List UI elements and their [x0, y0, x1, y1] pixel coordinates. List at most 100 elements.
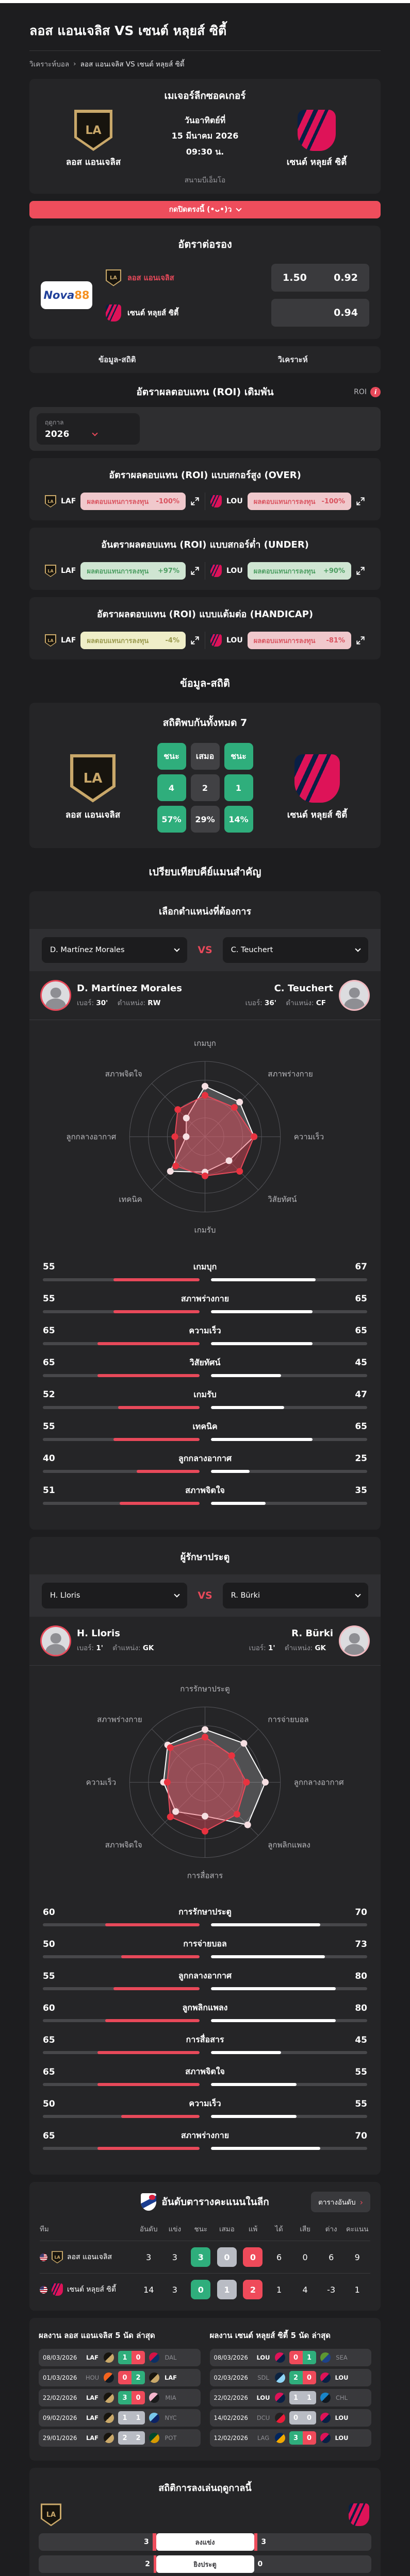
away-stat-value: 65: [355, 1326, 367, 1336]
form-match-row[interactable]: 29/01/2026 LAF 2 2 POT: [39, 2429, 201, 2447]
match-analysis-page: ลอส แอนเจลิส VS เซนต์ หลุยส์ ซิตี้ วิเคร…: [0, 3, 410, 2576]
odds-values-away[interactable]: 0.94: [271, 299, 369, 327]
away-abbr: DAL: [165, 2354, 177, 2362]
expand-icon[interactable]: [356, 497, 365, 506]
breadcrumb-separator: ›: [73, 60, 76, 68]
roi-pill-value: +90%: [323, 567, 345, 575]
close-banner-button[interactable]: กดปิดตรงนี้ (•ᴗ•)ว: [29, 201, 381, 218]
form-match-row[interactable]: 08/03/2026 LOU 0 1 SEA: [209, 2349, 371, 2367]
season-select[interactable]: ฤดูกาล 2026: [37, 413, 140, 445]
column-header: อันดับ: [139, 2225, 158, 2234]
keyman-home-select[interactable]: D. Martínez Morales: [42, 937, 188, 963]
gk-home-select[interactable]: H. Lloris: [42, 1582, 188, 1608]
away-stat-value: 73: [355, 1939, 367, 1950]
roi-heading: อัตราผลตอบแทน (ROI) เดิมพัน: [136, 386, 274, 398]
stat-row-bars: [43, 2083, 367, 2087]
away-value: 0: [257, 2560, 263, 2569]
stat-row: 50 ความเร็ว 55: [43, 2097, 367, 2119]
stat-label: ความเร็ว: [189, 2098, 221, 2109]
expand-icon[interactable]: [190, 497, 200, 506]
standings-row[interactable]: เซนต์ หลุยส์ ซิตี้ 14 3 0 1 2 1 4 -3 1: [40, 2273, 370, 2306]
standings-button-label: ตารางอันดับ: [318, 2198, 356, 2207]
h2h-results-grid: ชนะ เสมอ ชนะ 4 2 1 57% 29% 14%: [157, 743, 253, 833]
gk-away-select[interactable]: R. Bürki: [222, 1582, 369, 1608]
svg-text:ความเร็ว: ความเร็ว: [294, 1131, 324, 1141]
gk-radar-chart: การรักษาประตู การจ่ายบอล ลูกกลางอากาศ ลูกพล…: [29, 1666, 381, 1898]
away-stat-bar: [210, 2083, 367, 2087]
stat-row: 65 การสื่อสาร 45: [43, 2033, 367, 2055]
home-stat-value: 65: [43, 2035, 55, 2045]
h2h-cell-draws: 2: [190, 774, 220, 801]
stats-section-heading: ข้อมูล-สถิติ: [180, 677, 230, 689]
standings-team-cell: เซนต์ หลุยส์ ซิตี้: [40, 2283, 136, 2296]
standings-value: 14: [143, 2284, 154, 2295]
form-match-row[interactable]: 22/02/2026 LOU 1 1 CHL: [209, 2389, 371, 2407]
stat-row-values: 50 ความเร็ว 55: [43, 2097, 367, 2110]
page-title: ลอส แอนเจลิส VS เซนต์ หลุยส์ ซิตี้: [29, 23, 227, 38]
roi-pill: ผลตอบแทนการลงทุน -4%: [80, 632, 186, 649]
keyman-away-select[interactable]: C. Teuchert: [222, 937, 369, 963]
home-club-logo: [104, 2372, 114, 2383]
roi-card-title: อัตราผลตอบแทน (ROI) แบบสกอร์สูง (OVER): [109, 470, 301, 481]
form-match-row[interactable]: 12/02/2026 LAG 3 0 LOU: [209, 2429, 371, 2447]
form-match-row[interactable]: 08/03/2026 LAF 1 0 DAL: [39, 2349, 201, 2367]
lafc-logo: LA: [45, 495, 56, 507]
form-match-row[interactable]: 01/03/2026 HOU 0 2 LAF: [39, 2369, 201, 2387]
stat-row-bars: [43, 1278, 367, 1281]
vs-label: VS: [198, 944, 212, 956]
standings-value: 0: [302, 2252, 308, 2262]
home-abbr: DCU: [256, 2414, 270, 2422]
home-stat-value: 55: [43, 1294, 55, 1304]
home-gk-meta: เบอร์: 1' ตำแหน่ง: GK: [77, 1642, 161, 1653]
standings-value: 3: [146, 2252, 152, 2262]
h2h-away-name: เซนต์ หลุยส์ ซิตี้: [287, 809, 348, 820]
standings-row[interactable]: LA ลอส แอนเจลิส 3 3 3 0 0 6 0 6 9: [40, 2241, 370, 2273]
home-stat-fill: [137, 1469, 200, 1473]
lafc-logo: LA: [41, 2503, 61, 2527]
expand-icon[interactable]: [356, 566, 365, 575]
away-gk-meta: เบอร์: 1' ตำแหน่ง: GK: [249, 1642, 333, 1653]
h2h-home-block: LA ลอส แอนเจลิส: [39, 754, 147, 822]
away-club-logo: [149, 2372, 159, 2383]
away-stat-value: 65: [355, 1294, 367, 1304]
expand-icon[interactable]: [356, 636, 365, 645]
home-stat-bar: [43, 1987, 200, 1991]
away-stat-value: 70: [355, 2130, 367, 2141]
home-stat-bar: [43, 1955, 200, 1959]
info-icon[interactable]: i: [370, 387, 381, 397]
svg-text:การสื่อสาร: การสื่อสาร: [187, 1870, 223, 1880]
wins-box: 3: [191, 2247, 211, 2267]
home-stat-bar: [43, 1278, 200, 1281]
standings-table-button[interactable]: ตารางอันดับ ›: [311, 2192, 370, 2213]
match-time: 09:30 น.: [186, 146, 224, 157]
form-match-row[interactable]: 22/02/2026 LAF 3 0 MIA: [39, 2389, 201, 2407]
form-match-row[interactable]: 14/02/2026 DCU 0 0 LOU: [209, 2409, 371, 2427]
home-stat-value: 65: [43, 2066, 55, 2077]
tab-analysis[interactable]: วิเคราะห์: [277, 355, 308, 364]
expand-icon[interactable]: [190, 636, 200, 645]
standings-value: 6: [329, 2252, 334, 2262]
away-stat-value: 55: [355, 2098, 367, 2109]
form-match-row[interactable]: 09/02/2026 LAF 1 1 NYC: [39, 2409, 201, 2427]
odds-values-home[interactable]: 1.50 0.92: [271, 264, 369, 292]
roi-badge-label: ROI: [354, 388, 367, 396]
number-label: เบอร์:: [245, 998, 263, 1007]
svg-text:ลูกกลางอากาศ: ลูกกลางอากาศ: [66, 1132, 116, 1141]
away-stat-fill: [210, 1469, 250, 1473]
nova88-logo[interactable]: Nova 88: [41, 281, 92, 309]
position-value: RW: [147, 998, 161, 1007]
away-stat-bar: [210, 1469, 367, 1473]
home-stat-bar: [43, 1501, 200, 1505]
breadcrumb-analysis-link[interactable]: วิเคราะห์บอล: [29, 60, 70, 69]
goalkeeper-compare-card: ผู้รักษาประตู H. Lloris VS R. Bürki H. L…: [29, 1536, 381, 2175]
standings-value: 0: [240, 2247, 266, 2267]
expand-icon[interactable]: [190, 566, 200, 575]
match-date: 14/02/2026: [214, 2414, 248, 2422]
home-player-name: D. Martínez Morales: [77, 982, 182, 994]
odds-card: อัตราต่อรอง Nova 88 LA ลอส แอนเจลิส 1.50 …: [29, 226, 381, 339]
home-abbr: LOU: [256, 2394, 270, 2402]
roi-card: อันตราผลตอบแทน (ROI) แบบสกอร์ต่ำ (UNDER)…: [29, 528, 381, 590]
tab-stats[interactable]: ข้อมูล-สถิติ: [98, 355, 136, 364]
form-match-row[interactable]: 02/03/2026 SDL 2 0 LOU: [209, 2369, 371, 2387]
